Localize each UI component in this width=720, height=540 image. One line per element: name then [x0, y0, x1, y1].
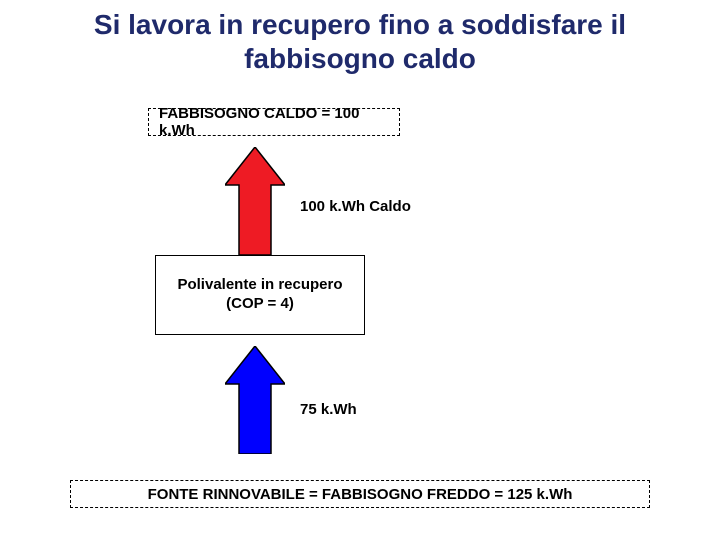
cold-arrow-icon	[225, 346, 285, 454]
hot-arrow-icon	[225, 147, 285, 255]
page-title: Si lavora in recupero fino a soddisfare …	[28, 8, 692, 75]
cold-arrow-label: 75 k.Wh	[300, 401, 357, 418]
fonte-rinnovabile-text: FONTE RINNOVABILE = FABBISOGNO FREDDO = …	[148, 486, 573, 503]
fabbisogno-caldo-text: FABBISOGNO CALDO = 100 k.Wh	[159, 105, 389, 139]
fonte-rinnovabile-box: FONTE RINNOVABILE = FABBISOGNO FREDDO = …	[70, 480, 650, 508]
hot-arrow-shape	[225, 147, 285, 255]
fabbisogno-caldo-box: FABBISOGNO CALDO = 100 k.Wh	[148, 108, 400, 136]
cold-arrow-shape	[225, 346, 285, 454]
polivalente-box: Polivalente in recupero (COP = 4)	[155, 255, 365, 335]
polivalente-text: Polivalente in recupero (COP = 4)	[166, 276, 354, 314]
hot-arrow-label: 100 k.Wh Caldo	[300, 198, 411, 215]
title-line2: fabbisogno caldo	[244, 43, 476, 74]
title-line1: Si lavora in recupero fino a soddisfare …	[94, 9, 626, 40]
